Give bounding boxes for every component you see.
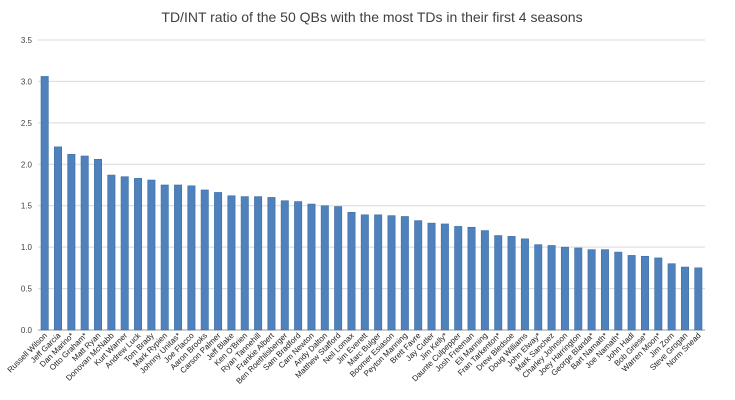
bar xyxy=(694,267,703,331)
bar-series xyxy=(40,76,703,331)
bar xyxy=(40,76,49,331)
bar xyxy=(120,176,129,331)
bar xyxy=(280,200,289,331)
bar xyxy=(614,251,623,331)
bar xyxy=(374,214,383,331)
bar xyxy=(547,245,556,331)
bar xyxy=(214,192,223,331)
bar xyxy=(187,185,196,331)
bar xyxy=(134,178,143,331)
bar xyxy=(587,249,596,331)
y-tick-label: 3.5 xyxy=(21,36,33,45)
bar xyxy=(654,257,663,331)
bar xyxy=(507,236,516,331)
bar xyxy=(667,263,676,331)
y-tick-label: 2.0 xyxy=(21,160,33,169)
bar xyxy=(480,230,489,331)
y-tick-label: 0.0 xyxy=(21,326,33,335)
bar xyxy=(174,184,183,331)
y-tick-label: 3.0 xyxy=(21,77,33,86)
bar xyxy=(254,196,263,331)
bar xyxy=(320,205,329,331)
bar xyxy=(454,226,463,331)
bar xyxy=(600,249,609,331)
bar xyxy=(200,189,209,331)
bar xyxy=(534,244,543,331)
bar xyxy=(414,220,423,331)
bar xyxy=(240,196,249,331)
bar xyxy=(387,215,396,331)
bar xyxy=(494,235,503,331)
y-tick-label: 0.5 xyxy=(21,285,33,294)
bar xyxy=(80,155,89,331)
bar xyxy=(467,226,476,331)
bar xyxy=(227,195,236,331)
y-axis: 0.0 0.5 1.0 1.5 2.0 2.5 3.0 3.5 xyxy=(21,36,33,335)
bar xyxy=(520,238,529,331)
bar xyxy=(427,222,436,331)
bar xyxy=(681,266,689,331)
bar xyxy=(67,154,76,331)
bar xyxy=(294,201,303,331)
bar xyxy=(400,216,409,331)
y-tick-label: 1.5 xyxy=(21,202,33,211)
bar xyxy=(360,214,369,331)
bar xyxy=(307,203,316,331)
bar xyxy=(147,179,156,331)
bar xyxy=(574,247,583,331)
bar xyxy=(267,197,276,331)
bar xyxy=(560,246,569,331)
bar xyxy=(627,255,636,331)
chart-title: TD/INT ratio of the 50 QBs with the most… xyxy=(161,9,582,25)
bar xyxy=(641,255,649,331)
bar xyxy=(334,206,343,331)
y-tick-label: 2.5 xyxy=(21,119,33,128)
bar xyxy=(94,159,102,331)
bar xyxy=(347,212,356,331)
bar xyxy=(160,184,169,331)
bar xyxy=(440,223,449,331)
bar xyxy=(107,174,116,331)
bar xyxy=(54,146,62,331)
y-tick-label: 1.0 xyxy=(21,243,33,252)
